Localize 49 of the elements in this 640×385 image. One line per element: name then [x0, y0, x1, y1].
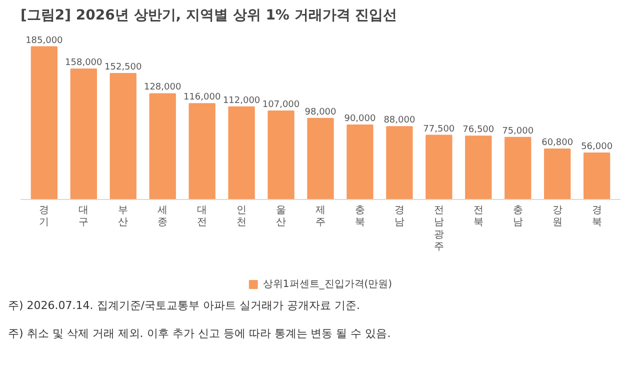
x-tick-label: 전북 [473, 205, 484, 228]
data-label: 90,000 [344, 114, 376, 124]
data-label: 107,000 [262, 100, 300, 110]
bar [426, 134, 452, 200]
data-label: 88,000 [384, 116, 416, 126]
x-tick-label: 부산 [118, 205, 128, 228]
data-label: 185,000 [26, 36, 64, 46]
x-tick-label: 경남 [394, 205, 404, 228]
x-tick-label: 경기 [39, 205, 50, 228]
data-label: 76,500 [462, 125, 494, 136]
text: 주) 2026.07.14. 집계기준/국토교통부 아파트 실거래가 공개자료 기준. [8, 298, 360, 314]
data-label: 112,000 [222, 96, 260, 106]
data-label: 56,000 [581, 142, 613, 152]
data-label: 128,000 [144, 82, 182, 93]
x-tick-label: 대전 [197, 205, 208, 228]
x-tick-label: 세종 [158, 205, 168, 228]
bar [228, 106, 255, 200]
bar [504, 136, 532, 200]
bar [110, 73, 136, 200]
x-tick-label: 충북 [354, 205, 365, 228]
bar [70, 68, 97, 200]
text: 주) 취소 및 삭제 거래 제외. 이후 추가 신고 등에 따라 통계는 변동 될 수 있음. [8, 326, 391, 342]
x-tick-label: 인천 [236, 205, 247, 228]
x-tick-label: 울산 [276, 205, 286, 228]
data-label: 158,000 [65, 58, 103, 68]
data-label: 75,000 [502, 126, 534, 136]
x-tick-label: 전남광주 [434, 205, 444, 252]
data-label: 152,500 [104, 62, 142, 73]
bar [386, 126, 413, 200]
data-label: 60,800 [542, 138, 574, 148]
bar [465, 136, 492, 200]
data-label: 98,000 [304, 107, 337, 118]
bar [30, 46, 58, 200]
x-tick-label: 경북 [592, 205, 602, 228]
x-tick-label: 대구 [78, 205, 89, 228]
bar [307, 118, 334, 200]
legend-label: 상위1퍼센트_진입가격(만원) [262, 278, 392, 291]
x-tick-label: 강원 [552, 205, 562, 228]
bar [346, 124, 374, 200]
bar [268, 110, 294, 200]
bar [583, 152, 610, 200]
x-tick-label: 제주 [316, 205, 326, 228]
chart-title: [그림2] 2026년 상반기, 지역별 상위 1% 거래가격 진입선 [20, 8, 398, 24]
x-tick-label: 충남 [512, 205, 523, 228]
bar [149, 93, 176, 200]
data-label: 116,000 [183, 92, 221, 103]
data-label: 77,500 [423, 124, 455, 134]
bar [188, 103, 216, 200]
bar [544, 148, 571, 200]
